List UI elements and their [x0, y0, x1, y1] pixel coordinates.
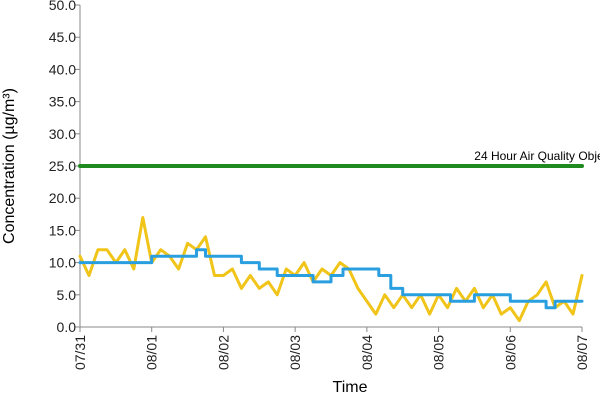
hourly-concentration-line	[78, 216, 584, 323]
x-axis-title: Time	[333, 379, 368, 396]
objective-annotation: 24 Hour Air Quality Objective	[474, 149, 600, 163]
y-tick-label: 10.0	[49, 255, 76, 271]
y-tick-label: 0.0	[57, 319, 77, 335]
y-tick-label: 50.0	[49, 0, 76, 13]
y-tick-label: 5.0	[57, 287, 77, 303]
x-tick-label: 08/04	[359, 335, 375, 370]
x-tick-label: 08/03	[287, 335, 303, 370]
series-layer	[78, 164, 584, 323]
rolling-average-line	[78, 248, 584, 310]
y-axis-title: Concentration (µg/m³)	[1, 88, 18, 244]
x-tick-label: 07/31	[72, 335, 88, 370]
y-tick-label: 15.0	[49, 222, 76, 238]
y-tick-label: 40.0	[49, 61, 76, 77]
y-tick-label: 35.0	[49, 94, 76, 110]
x-tick-label: 08/07	[574, 335, 590, 370]
x-tick-label: 08/01	[144, 335, 160, 370]
y-tick-label: 30.0	[49, 126, 76, 142]
y-tick-label: 20.0	[49, 190, 76, 206]
x-tick-label: 08/05	[431, 335, 447, 370]
x-tick-label: 08/06	[502, 335, 518, 370]
y-tick-label: 45.0	[49, 29, 76, 45]
annotation-layer: 24 Hour Air Quality Objective	[474, 149, 600, 163]
y-tick-labels: 0.0 5.0 10.0 15.0 20.0 25.0 30.0 35.0 40.0 45.0 50…	[49, 0, 80, 335]
x-tick-label: 08/02	[215, 335, 231, 370]
y-tick-label: 25.0	[49, 158, 76, 174]
x-tick-labels: 07/31 08/01 08/02 08/03 08/04 08/05 08/06 08/07	[72, 327, 590, 370]
